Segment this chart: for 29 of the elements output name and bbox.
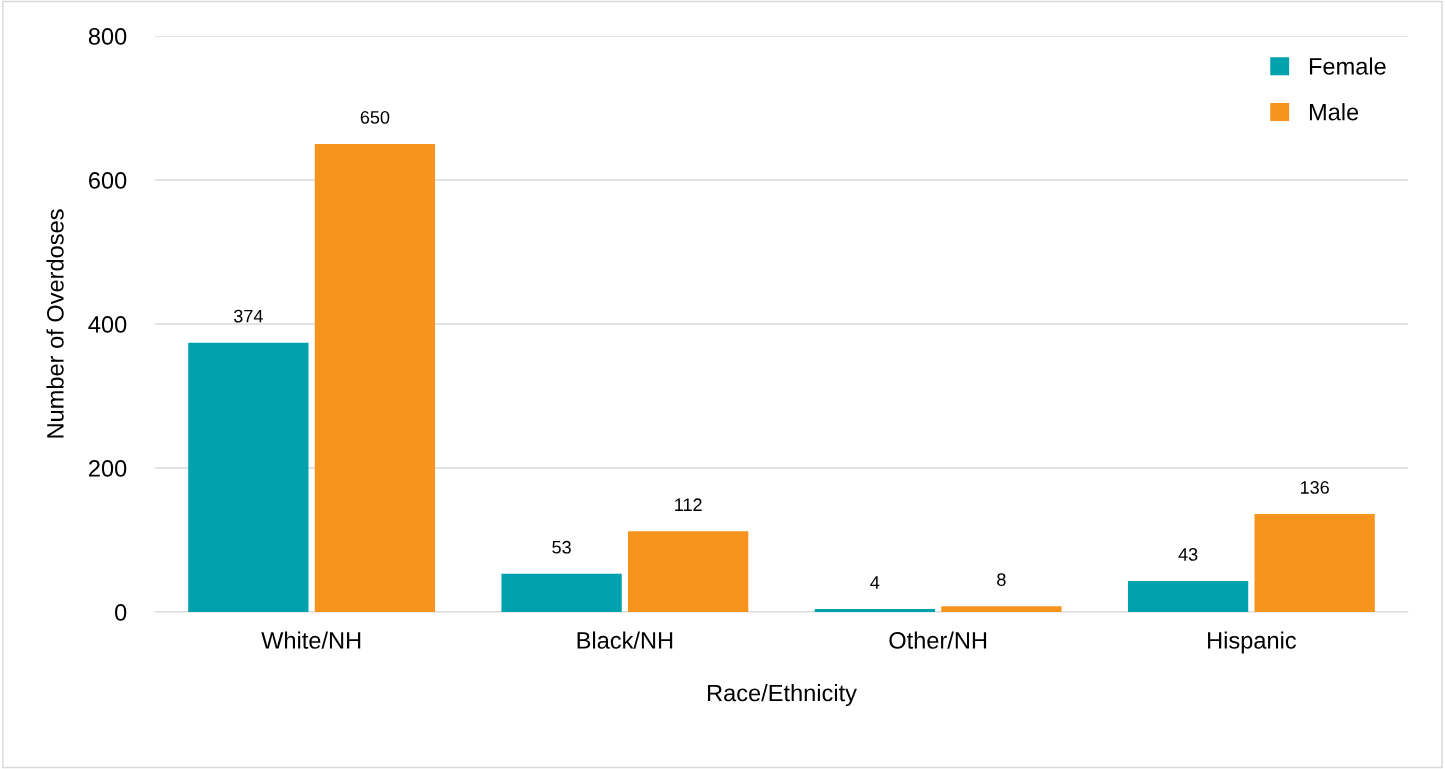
x-tick-label: Black/NH (577, 631, 673, 649)
bar (814, 609, 935, 612)
y-tick-label: 600 (89, 172, 127, 189)
data-label: 43 (1178, 548, 1198, 561)
y-tick-label: 0 (115, 604, 127, 621)
bar (628, 531, 749, 612)
data-label: 4 (870, 576, 880, 589)
x-tick-label: Other/NH (889, 631, 987, 649)
x-tick-label: White/NH (261, 631, 361, 649)
x-axis-title: Race/Ethnicity (707, 684, 857, 707)
y-axis-title: Number of Overdoses (46, 209, 64, 438)
data-label: 136 (1300, 481, 1329, 494)
bar (188, 342, 309, 612)
data-label: 650 (360, 110, 390, 124)
data-label: 374 (233, 309, 263, 323)
legend-label: Male (1309, 103, 1359, 121)
data-label: 112 (675, 498, 702, 511)
bar (941, 606, 1062, 612)
data-label: 53 (552, 540, 571, 554)
bar (314, 144, 436, 612)
bar (1254, 514, 1375, 612)
data-label: 8 (997, 573, 1006, 586)
bar (1127, 581, 1249, 612)
legend-label: Female (1309, 57, 1386, 75)
bar (501, 573, 622, 612)
x-tick-label: Hispanic (1208, 631, 1297, 654)
y-tick-label: 800 (88, 28, 127, 45)
y-tick-label: 200 (89, 460, 127, 477)
y-tick-label: 400 (88, 316, 127, 333)
